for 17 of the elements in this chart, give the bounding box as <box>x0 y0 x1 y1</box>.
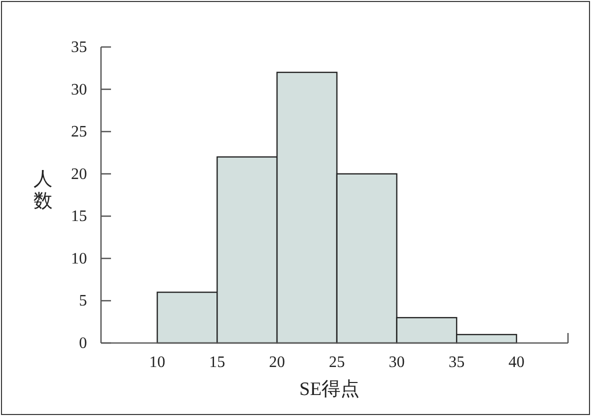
y-tick-label: 0 <box>79 335 87 352</box>
y-tick-label: 15 <box>71 208 87 226</box>
x-tick-label: 15 <box>209 354 226 371</box>
x-tick-label: 10 <box>149 354 166 371</box>
y-tick-label: 10 <box>71 250 87 268</box>
y-tick-label: 35 <box>71 39 87 56</box>
x-tick-label: 40 <box>508 354 525 371</box>
x-axis-title: SE得点 <box>299 379 360 400</box>
y-tick-label: 5 <box>79 292 87 310</box>
y-axis-title: 人数 <box>34 169 52 212</box>
x-tick-label: 30 <box>388 354 405 371</box>
x-tick-label: 35 <box>448 354 465 371</box>
y-tick-label: 30 <box>71 81 87 98</box>
x-tick-label: 20 <box>269 354 286 371</box>
y-tick-label: 20 <box>71 166 87 183</box>
y-tick-label: 25 <box>71 124 87 141</box>
x-tick-label: 25 <box>328 354 345 371</box>
